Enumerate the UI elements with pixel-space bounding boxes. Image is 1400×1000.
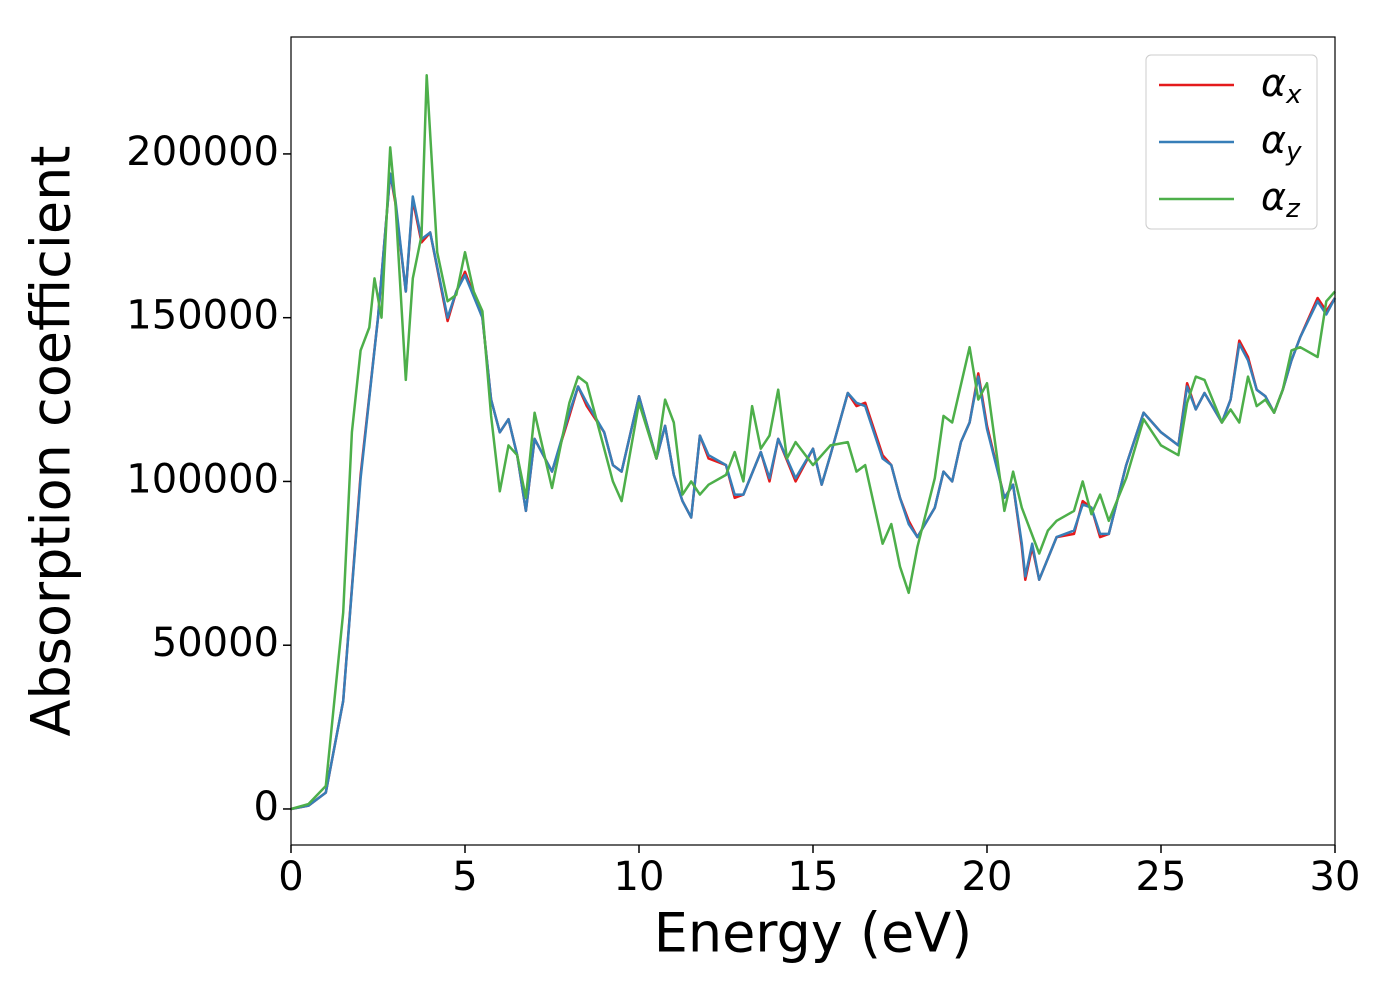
x-tick-label: 20 xyxy=(962,854,1013,900)
legend: αx αy αz xyxy=(1145,54,1318,230)
series-line xyxy=(290,74,1336,811)
y-tick-label: 50000 xyxy=(152,620,279,666)
y-tick-label: 150000 xyxy=(126,293,279,339)
series-line xyxy=(290,172,1337,811)
x-tick-label: 30 xyxy=(1310,854,1361,900)
x-tick-label: 5 xyxy=(452,854,477,900)
y-tick-label: 0 xyxy=(254,784,279,830)
x-tick-label: 25 xyxy=(1136,854,1187,900)
series-line xyxy=(290,172,1337,811)
plot-frame xyxy=(290,36,1336,846)
x-tick-label: 15 xyxy=(788,854,839,900)
x-tick-label: 10 xyxy=(614,854,665,900)
y-axis-label: Absorption coefficient xyxy=(20,146,83,737)
y-tick-label: 200000 xyxy=(126,129,279,175)
x-axis-label: Energy (eV) xyxy=(654,902,973,965)
legend-label: αz xyxy=(1261,175,1301,224)
y-tick-label: 100000 xyxy=(126,456,279,502)
legend-label: αy xyxy=(1261,118,1302,167)
x-tick-label: 0 xyxy=(278,854,303,900)
legend-label: αx xyxy=(1261,61,1302,110)
